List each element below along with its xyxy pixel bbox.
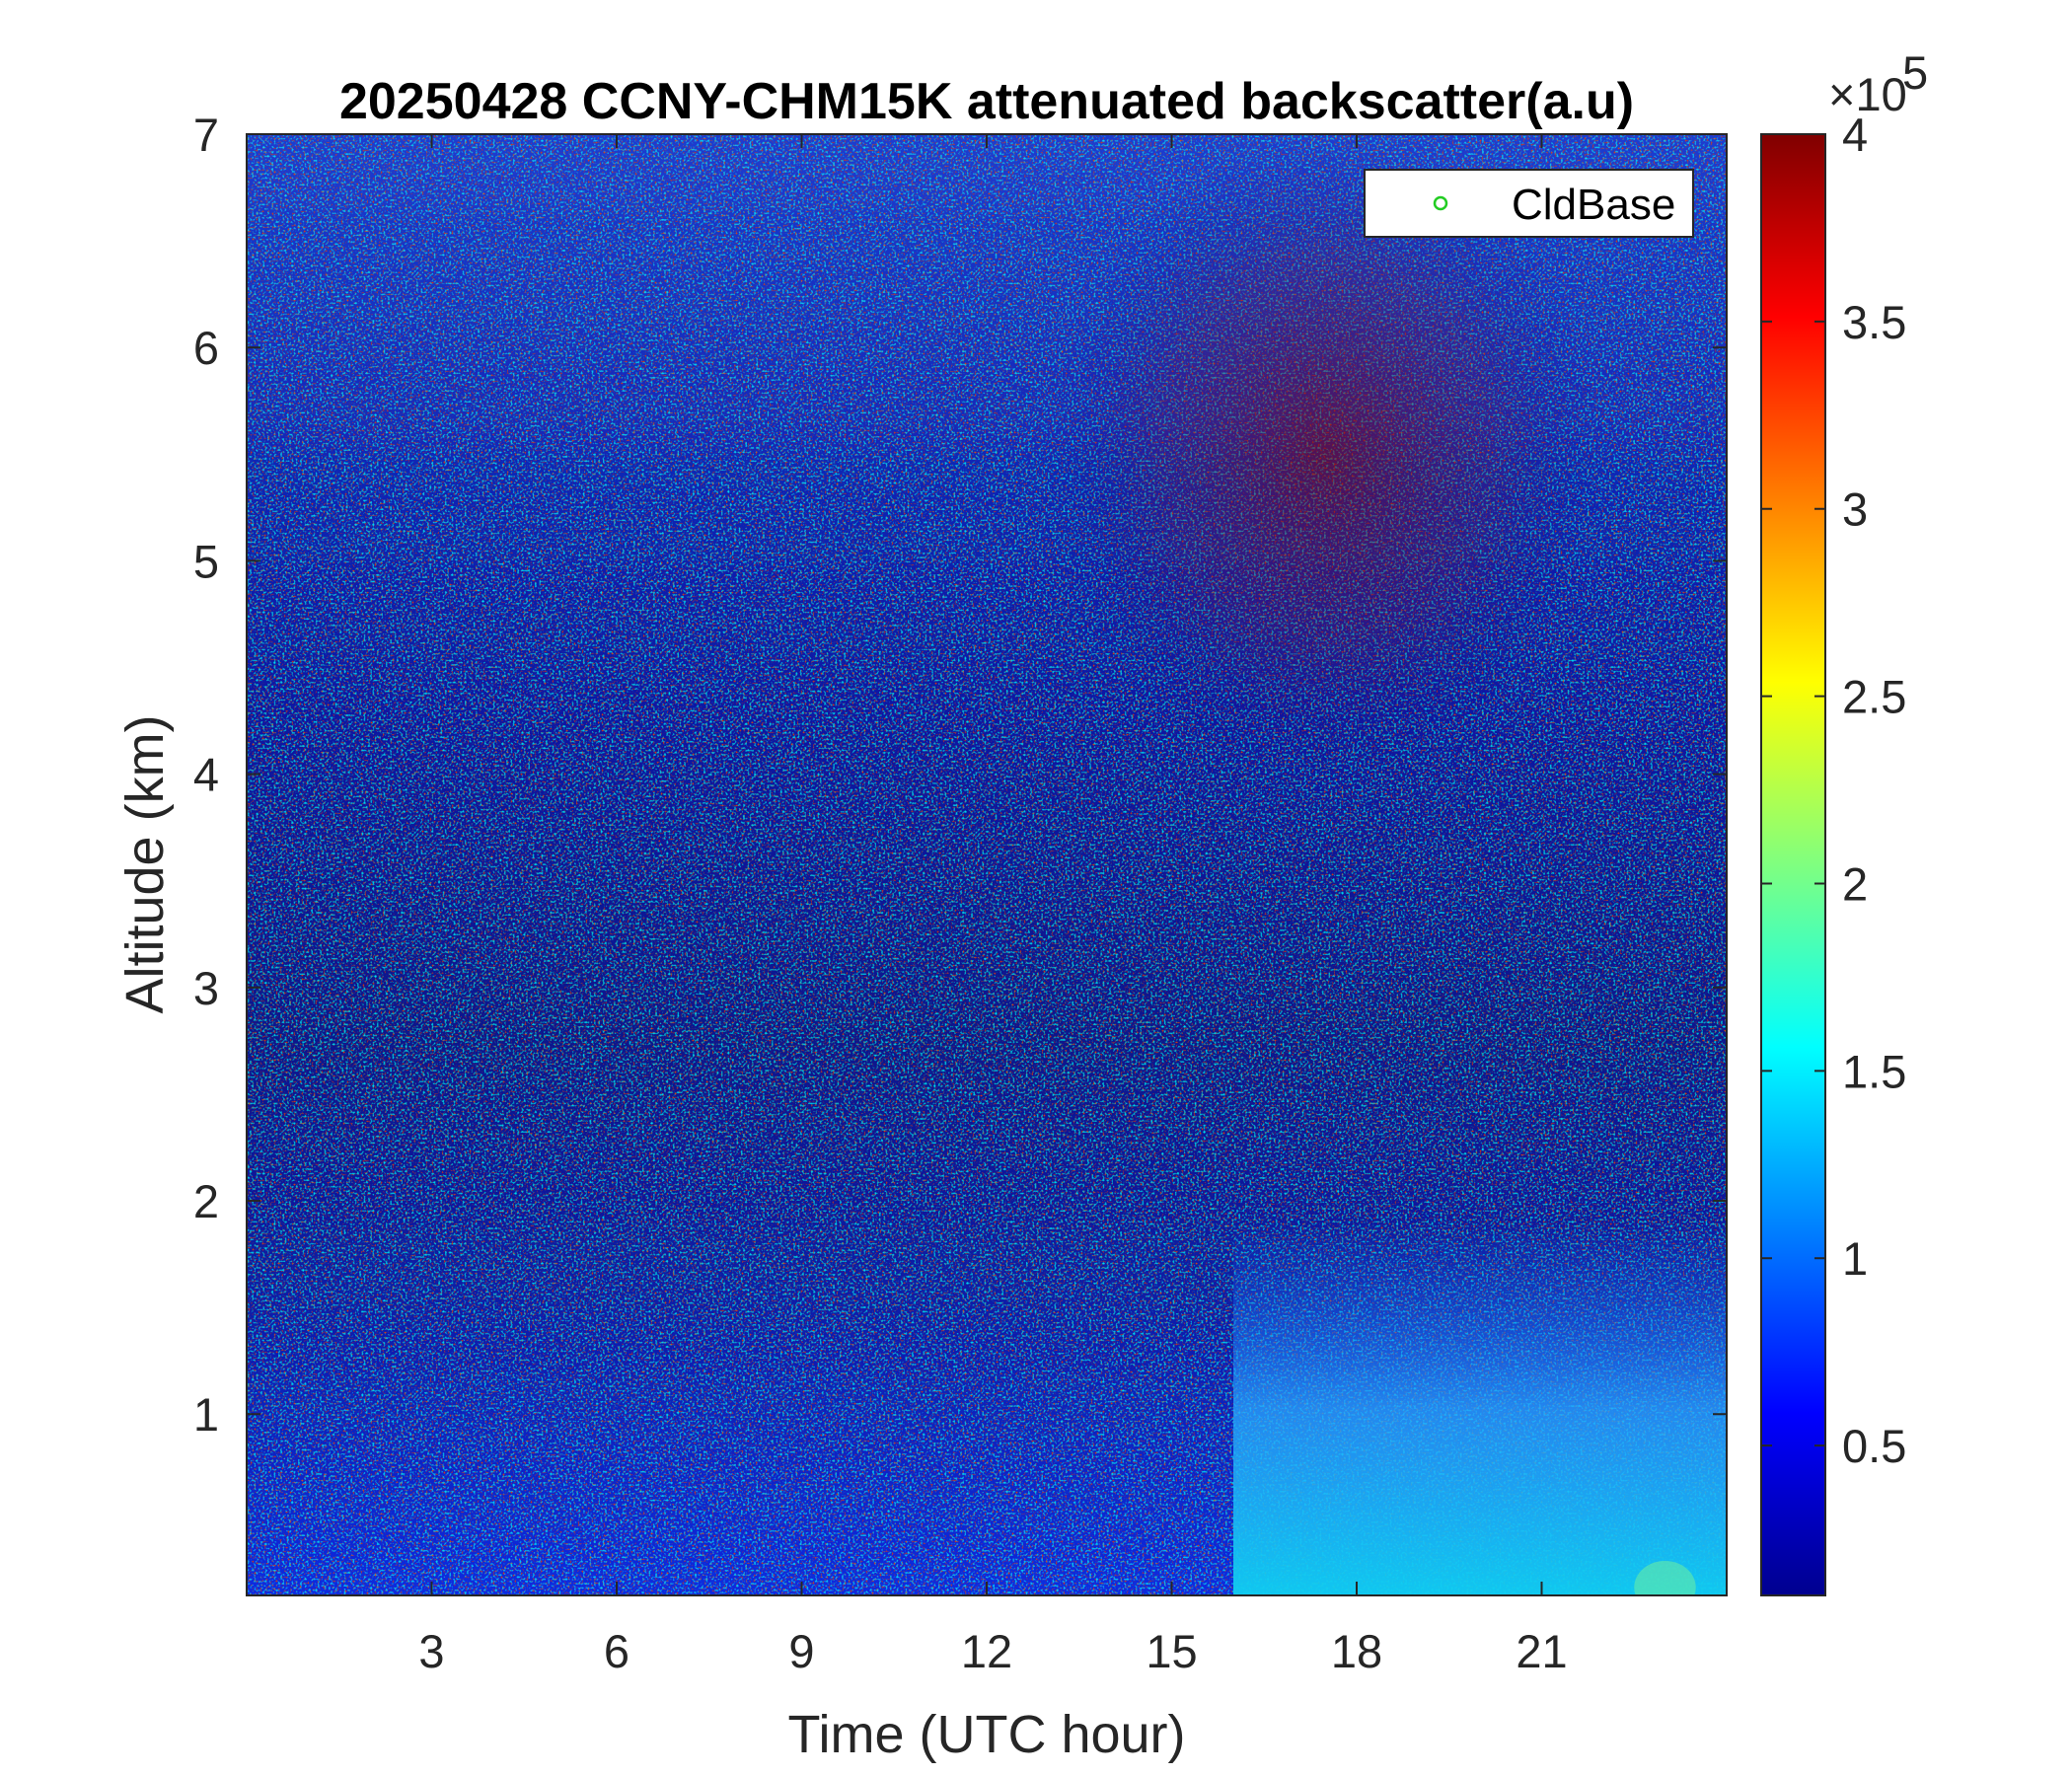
cldbase-marker-icon	[1433, 195, 1448, 211]
colorbar-tick-label: 3.5	[1842, 296, 1906, 348]
colorbar-tick-label: 2	[1842, 857, 1868, 910]
x-tick-label: 3	[418, 1625, 444, 1677]
colorbar-tick-label: 3	[1842, 483, 1868, 536]
colorbar-tick-label: 1	[1842, 1232, 1868, 1285]
x-tick-label: 18	[1331, 1625, 1382, 1677]
field-region-1	[1048, 134, 1603, 775]
chart-title: 20250428 CCNY-CHM15K attenuated backscat…	[339, 73, 1634, 130]
y-tick-label: 2	[193, 1175, 219, 1227]
x-tick-label: 6	[604, 1625, 629, 1677]
colorbar-exponent: ×10 5	[1828, 46, 1928, 120]
colorbar-tick-label: 2.5	[1842, 671, 1906, 723]
y-tick-label: 6	[193, 322, 219, 374]
y-tick-label: 4	[193, 749, 219, 801]
y-tick-label: 1	[193, 1388, 219, 1441]
x-tick-label: 12	[961, 1625, 1012, 1677]
y-tick-label: 7	[193, 109, 219, 161]
colorbar-tick-label: 0.5	[1842, 1420, 1906, 1472]
x-tick-label: 15	[1146, 1625, 1197, 1677]
legend-label-cldbase: CldBase	[1512, 181, 1675, 229]
legend-box	[1364, 169, 1694, 238]
colorbar-scale	[1761, 134, 1825, 1595]
x-tick-label: 21	[1516, 1625, 1567, 1677]
field-region-3	[1634, 1560, 1696, 1595]
field-region-2	[1233, 1221, 1727, 1595]
y-tick-label: 3	[193, 962, 219, 1014]
colorbar: 0.5 1 1.5 2 2.5 3 3.5 4	[1760, 109, 1906, 1596]
colorbar-exponent-base: ×10	[1828, 68, 1907, 120]
y-axis-label: Altitude (km)	[115, 714, 175, 1013]
colorbar-tick-label: 4	[1842, 109, 1868, 161]
colorbar-tick-label: 1.5	[1842, 1045, 1906, 1097]
y-tick-label: 5	[193, 535, 219, 587]
x-axis-label: Time (UTC hour)	[787, 1705, 1185, 1764]
colorbar-exponent-power: 5	[1902, 46, 1928, 99]
legend: CldBase	[1364, 169, 1694, 238]
backscatter-field	[247, 134, 1727, 1595]
x-tick-label: 9	[788, 1625, 814, 1677]
